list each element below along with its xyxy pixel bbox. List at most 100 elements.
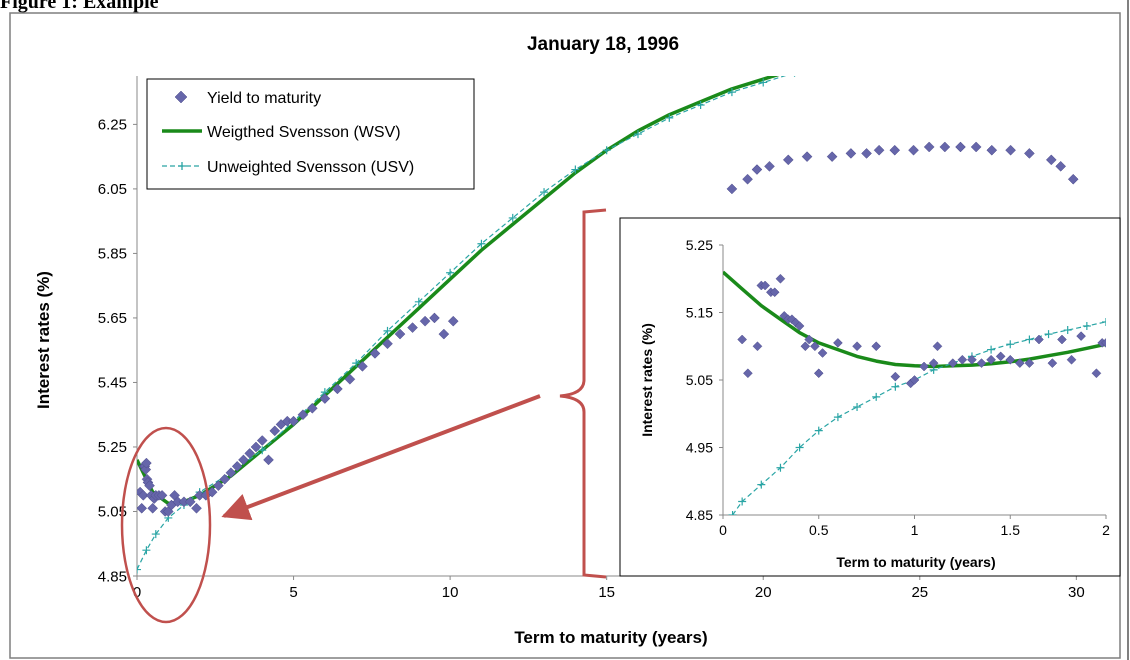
- ytm-point: [889, 144, 901, 156]
- x-tick-labels: 0 5 10 15 20 25 30: [133, 576, 1085, 601]
- y-tick-label: 5.65: [98, 310, 127, 327]
- x-tick-label: 5: [289, 584, 297, 601]
- usv-point: [1082, 322, 1091, 330]
- inset-x-tick-labels: 0 0.5 1 1.5 2: [719, 515, 1110, 538]
- ytm-point: [238, 454, 249, 466]
- ytm-point: [852, 341, 862, 352]
- usv-point: [759, 78, 768, 87]
- ytm-point: [804, 334, 815, 345]
- ytm-point: [297, 409, 309, 421]
- ytm-point: [801, 151, 813, 162]
- usv-point: [727, 88, 736, 97]
- ytm-point: [1024, 358, 1035, 368]
- ytm-point: [909, 375, 920, 385]
- usv-point: [1025, 335, 1034, 344]
- x-tick-label: 10: [442, 584, 459, 601]
- ytm-point: [970, 141, 982, 153]
- usv-point: [891, 382, 900, 391]
- ytm-point: [1005, 354, 1016, 365]
- x-axis-label: Term to maturity (years): [514, 628, 707, 647]
- ytm-point: [764, 160, 775, 172]
- ytm-point: [263, 454, 274, 466]
- ytm-point: [184, 496, 196, 508]
- figure-caption: Figure 1: Example: [0, 0, 159, 13]
- usv-point: [508, 213, 517, 222]
- ytm-point: [775, 273, 786, 284]
- legend-label-usv: Unweighted Svensson (USV): [207, 159, 414, 176]
- ytm-point: [932, 341, 943, 352]
- chart-title: January 18, 1996: [527, 34, 679, 55]
- ytm-point: [752, 341, 763, 352]
- usv-point: [477, 239, 486, 248]
- y-tick-label: 5.05: [686, 372, 713, 388]
- ytm-point: [256, 435, 268, 446]
- ytm-point: [751, 164, 763, 175]
- inset-brace: [559, 208, 607, 579]
- ytm-point: [369, 348, 381, 359]
- usv-point: [1044, 330, 1053, 339]
- ytm-point: [357, 360, 368, 372]
- ytm-point: [928, 358, 939, 368]
- y-tick-label: 4.95: [686, 439, 713, 455]
- wsv-curve: [723, 270, 1106, 369]
- ytm-point: [810, 341, 820, 352]
- ytm-point: [845, 148, 857, 159]
- ytm-point: [231, 460, 243, 472]
- inset-x-axis-label: Term to maturity (years): [836, 554, 995, 570]
- ytm-point: [438, 328, 450, 340]
- ytm-point: [1091, 368, 1102, 379]
- ytm-point: [743, 368, 753, 379]
- x-tick-label: 30: [1068, 584, 1085, 601]
- ytm-point: [995, 351, 1006, 362]
- ytm-point: [955, 141, 966, 153]
- ytm-point: [760, 280, 770, 291]
- ytm-point: [332, 383, 343, 395]
- y-tick-label: 5.25: [98, 439, 127, 456]
- ytm-point: [1101, 338, 1106, 348]
- ytm-point: [206, 486, 218, 498]
- ytm-point: [344, 373, 356, 385]
- legend-label-wsv: Weigthed Svensson (WSV): [207, 124, 401, 141]
- legend-box: [146, 78, 475, 190]
- ytm-point: [800, 341, 811, 352]
- usv-point: [1006, 340, 1015, 349]
- y-tick-label: 5.45: [98, 375, 127, 392]
- ytm-point: [288, 415, 299, 427]
- ytm-point: [319, 393, 331, 404]
- y-tick-label: 4.85: [98, 568, 127, 585]
- usv-curve: [732, 321, 1106, 515]
- y-tick-label: 5.85: [98, 246, 127, 263]
- ytm-point: [957, 354, 968, 365]
- y-tick-label: 6.25: [98, 117, 127, 134]
- ytm-point: [407, 322, 418, 333]
- legend-usv-cross-icon: [178, 162, 186, 170]
- y-tick-label: 5.15: [686, 304, 713, 320]
- ytm-point: [137, 490, 149, 501]
- x-tick-label: 0: [719, 522, 727, 538]
- zoom-annotations: [120, 208, 607, 624]
- y-tick-labels: 4.85 5.05 5.25 5.45 5.65 5.85 6.05 6.25: [98, 117, 137, 585]
- ytm-point: [967, 354, 977, 365]
- usv-point: [137, 565, 141, 574]
- x-tick-label: 0: [133, 584, 141, 601]
- ytm-point: [394, 328, 406, 340]
- ytm-point: [826, 151, 838, 162]
- legend-diamond-icon: [174, 90, 188, 104]
- ytm-point: [1067, 173, 1079, 185]
- usv-point: [414, 297, 423, 306]
- ytm-point: [306, 402, 318, 414]
- usv-point: [853, 403, 862, 411]
- ytm-point: [986, 144, 998, 156]
- x-tick-label: 15: [598, 584, 615, 601]
- ytm-point: [156, 490, 168, 501]
- ytm-point: [871, 341, 882, 352]
- ytm-point: [1057, 334, 1067, 345]
- usv-point: [571, 165, 580, 174]
- ytm-point: [1024, 148, 1035, 159]
- usv-point: [142, 546, 151, 555]
- ytm-point: [1066, 354, 1077, 365]
- ytm-point: [140, 464, 152, 475]
- x-tick-label: 25: [911, 584, 928, 601]
- ytm-point: [813, 368, 824, 379]
